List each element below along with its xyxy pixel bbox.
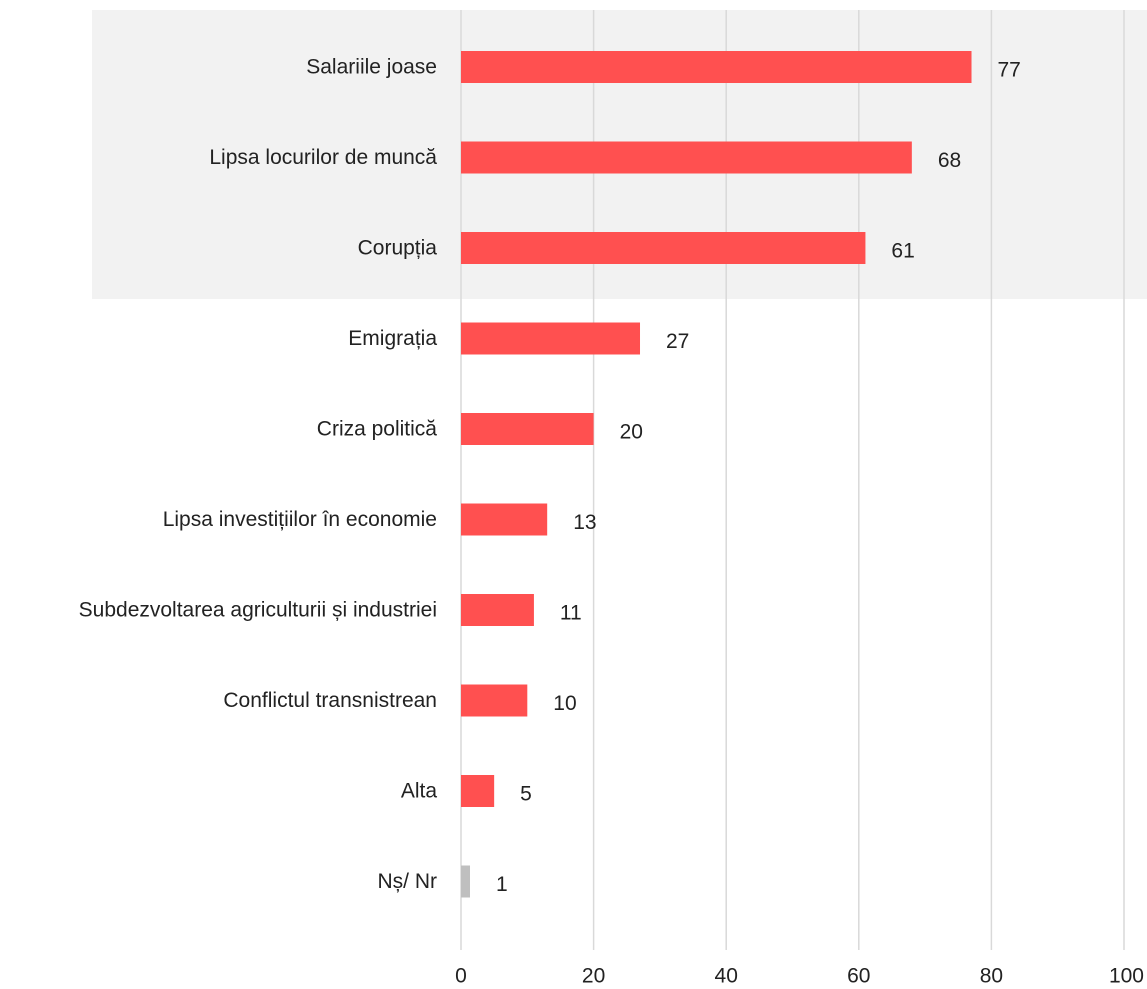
value-label-4: 20: [620, 421, 643, 444]
x-tick-label-80: 80: [980, 965, 1003, 988]
category-label-9: Nș/ Nr: [378, 870, 438, 893]
value-label-5: 13: [573, 511, 596, 534]
value-label-6: 11: [560, 602, 582, 625]
bars: [461, 51, 972, 898]
x-tick-label-0: 0: [455, 965, 467, 988]
bar-8: [461, 775, 495, 807]
bar-0: [461, 51, 972, 83]
bar-1: [461, 141, 912, 174]
x-tick-labels: 0 20 40 60 80 100: [455, 965, 1144, 988]
bar-9: [461, 865, 470, 898]
bar-7: [461, 684, 528, 717]
value-label-3: 27: [666, 330, 689, 353]
bar-3: [461, 322, 641, 355]
x-tick-label-60: 60: [847, 965, 870, 988]
category-label-5: Lipsa investițiilor în economie: [163, 508, 437, 531]
category-label-8: Alta: [401, 780, 438, 803]
category-label-2: Corupția: [358, 237, 438, 260]
x-tick-label-40: 40: [715, 965, 738, 988]
bar-2: [461, 232, 866, 264]
category-label-6: Subdezvoltarea agriculturii și industrie…: [79, 599, 437, 622]
value-label-9: 1: [496, 873, 508, 896]
category-label-4: Criza politică: [317, 418, 438, 441]
category-label-1: Lipsa locurilor de muncă: [209, 146, 437, 169]
x-tick-label-20: 20: [582, 965, 605, 988]
category-label-7: Conflictul transnistrean: [223, 689, 437, 712]
x-tick-label-100: 100: [1109, 965, 1144, 988]
bar-5: [461, 503, 548, 536]
value-label-2: 61: [891, 240, 914, 263]
value-label-0: 77: [998, 59, 1021, 82]
value-labels: 77 68 61 27 20 13 11 10 5 1: [496, 59, 1021, 897]
category-label-0: Salariile joase: [306, 56, 437, 79]
value-label-8: 5: [520, 783, 532, 806]
value-label-7: 10: [553, 692, 576, 715]
bar-6: [461, 594, 534, 626]
category-label-3: Emigrația: [348, 327, 437, 350]
bar-4: [461, 413, 594, 445]
value-label-1: 68: [938, 149, 961, 172]
category-labels: Salariile joase Lipsa locurilor de muncă C…: [79, 56, 438, 894]
